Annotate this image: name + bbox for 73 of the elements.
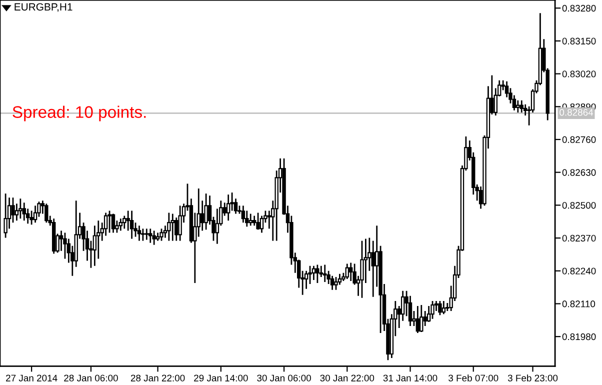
candlestick <box>33 204 38 224</box>
candlestick <box>137 224 142 242</box>
candlestick <box>144 228 149 240</box>
candlestick <box>160 228 164 242</box>
ref-line-label: 0.82864 <box>560 109 594 116</box>
candlestick <box>323 264 327 283</box>
candlestick <box>14 202 19 222</box>
candlestick <box>18 198 22 220</box>
candlestick <box>152 230 156 246</box>
candlestick <box>256 212 260 230</box>
candlestick <box>371 240 375 298</box>
candlestick <box>334 276 338 291</box>
candlestick <box>226 194 230 222</box>
candlestick <box>252 215 256 226</box>
candlestick <box>345 263 349 280</box>
candlestick <box>438 300 442 316</box>
candlestick <box>520 100 524 114</box>
candlestick <box>174 216 178 242</box>
candlestick <box>44 202 48 224</box>
chart-title: EURGBP,H1 <box>14 3 72 12</box>
candlestick <box>316 264 320 284</box>
candlestick <box>148 228 152 244</box>
candlestick <box>516 100 520 114</box>
candlestick <box>408 295 412 327</box>
candlestick <box>416 305 420 334</box>
candlestick <box>11 196 15 224</box>
candlestick <box>22 202 26 222</box>
candlestick <box>312 265 316 281</box>
y-tick-label: 0.81980 <box>562 333 596 340</box>
y-tick-label: 0.82240 <box>562 268 596 274</box>
candlestick <box>430 300 434 320</box>
candlestick <box>63 232 67 260</box>
y-tick-label: 0.82760 <box>562 136 596 143</box>
candlestick <box>167 212 171 242</box>
candlestick <box>248 213 252 226</box>
candlestick <box>200 200 204 232</box>
candlestick <box>141 228 145 242</box>
x-tick-label: 3 Feb 07:00 <box>448 374 498 382</box>
x-tick-label: 28 Jan 22:00 <box>130 374 185 382</box>
candlestick <box>4 192 8 238</box>
candlestick <box>420 304 424 333</box>
annotation: Spread: 10 points. <box>12 106 146 122</box>
x-tick-label: 30 Jan 22:00 <box>320 374 374 382</box>
candlestick <box>426 305 431 323</box>
candlestick <box>308 265 312 285</box>
x-tick-label: 29 Jan 14:00 <box>194 374 248 382</box>
candlestick <box>170 213 174 242</box>
candlestick <box>92 224 97 267</box>
y-tick-label: 0.83280 <box>562 4 596 12</box>
y-tick-label: 0.83150 <box>562 38 596 44</box>
x-tick-label: 3 Feb 23:00 <box>508 374 558 382</box>
x-tick-label: 30 Jan 06:00 <box>257 374 311 382</box>
candlestick <box>204 192 208 230</box>
candlestick <box>348 262 353 282</box>
candlestick <box>241 204 246 224</box>
candlestick <box>360 240 364 299</box>
y-tick-label: 0.82370 <box>562 234 596 242</box>
x-tick-label: 31 Jan 14:00 <box>383 374 438 382</box>
x-tick-label: 28 Jan 06:00 <box>64 374 118 382</box>
candlestick <box>111 213 116 234</box>
candlestick <box>330 275 334 291</box>
y-tick-label: 0.82110 <box>562 300 596 308</box>
candlestick <box>30 210 34 226</box>
candlestick <box>130 210 134 240</box>
y-tick-label: 0.82630 <box>562 169 596 176</box>
candlestick <box>178 204 182 242</box>
candlestick <box>108 210 112 234</box>
candlestick <box>442 300 446 315</box>
y-tick-label: 0.83020 <box>562 70 596 78</box>
candlestick <box>118 218 123 232</box>
y-tick-label: 0.82500 <box>562 202 596 209</box>
candlestick <box>267 210 272 230</box>
x-tick-label: 27 Jan 2014 <box>6 374 58 382</box>
